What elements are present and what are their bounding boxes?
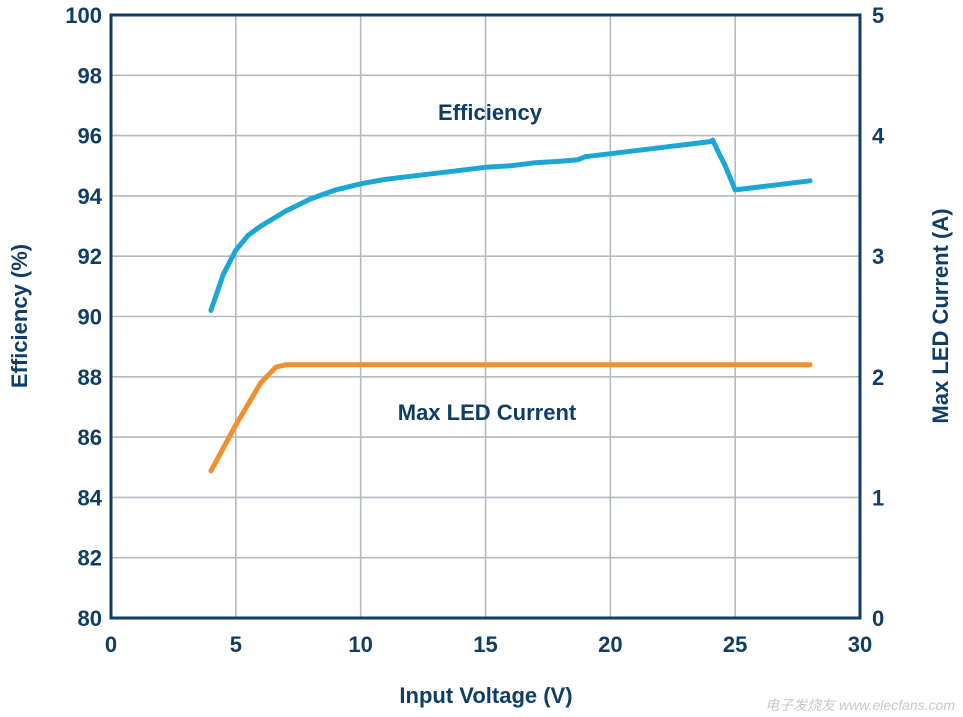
y-right-tick-label: 5 bbox=[872, 3, 884, 28]
series-layer bbox=[208, 137, 813, 474]
y-right-tick-label: 2 bbox=[872, 365, 884, 390]
x-tick-label: 10 bbox=[348, 632, 372, 657]
efficiency-annotation: Efficiency bbox=[438, 100, 543, 125]
x-tick-label: 5 bbox=[230, 632, 242, 657]
y-left-tick-label: 100 bbox=[65, 3, 102, 28]
watermark: 电子发烧友 www.elecfans.com bbox=[765, 697, 955, 713]
x-tick-label: 25 bbox=[723, 632, 747, 657]
x-tick-label: 0 bbox=[105, 632, 117, 657]
y-left-tick-label: 84 bbox=[78, 485, 103, 510]
y-left-tick-label: 92 bbox=[78, 244, 102, 269]
y-left-tick-label: 86 bbox=[78, 425, 102, 450]
y-left-tick-label: 88 bbox=[78, 365, 102, 390]
y-left-tick-label: 94 bbox=[78, 184, 103, 209]
y-left-tick-label: 96 bbox=[78, 124, 102, 149]
efficiency-line bbox=[208, 137, 813, 313]
x-tick-label: 30 bbox=[848, 632, 872, 657]
max-led-current-annotation: Max LED Current bbox=[398, 400, 577, 425]
y-axis-left-title: Efficiency (%) bbox=[7, 244, 32, 388]
y-left-tick-label: 90 bbox=[78, 305, 102, 330]
y-axis-right-title: Max LED Current (A) bbox=[928, 208, 953, 423]
y-right-tick-label: 1 bbox=[872, 485, 884, 510]
y-left-tick-label: 82 bbox=[78, 546, 102, 571]
x-axis-title: Input Voltage (V) bbox=[399, 683, 572, 708]
y-right-tick-label: 3 bbox=[872, 244, 884, 269]
y-left-tick-label: 80 bbox=[78, 606, 102, 631]
grid bbox=[111, 15, 860, 618]
plot-frame bbox=[109, 13, 862, 620]
y-right-tick-label: 0 bbox=[872, 606, 884, 631]
tick-labels: 0 5 10 15 20 25 30 80 82 84 86 88 90 92 94 96 98 100 0 1 2 3 4… bbox=[65, 3, 885, 657]
y-right-tick-label: 4 bbox=[872, 124, 885, 149]
max-led-current-line bbox=[208, 362, 813, 474]
x-tick-label: 15 bbox=[473, 632, 497, 657]
y-left-tick-label: 98 bbox=[78, 63, 102, 88]
x-tick-label: 20 bbox=[598, 632, 622, 657]
